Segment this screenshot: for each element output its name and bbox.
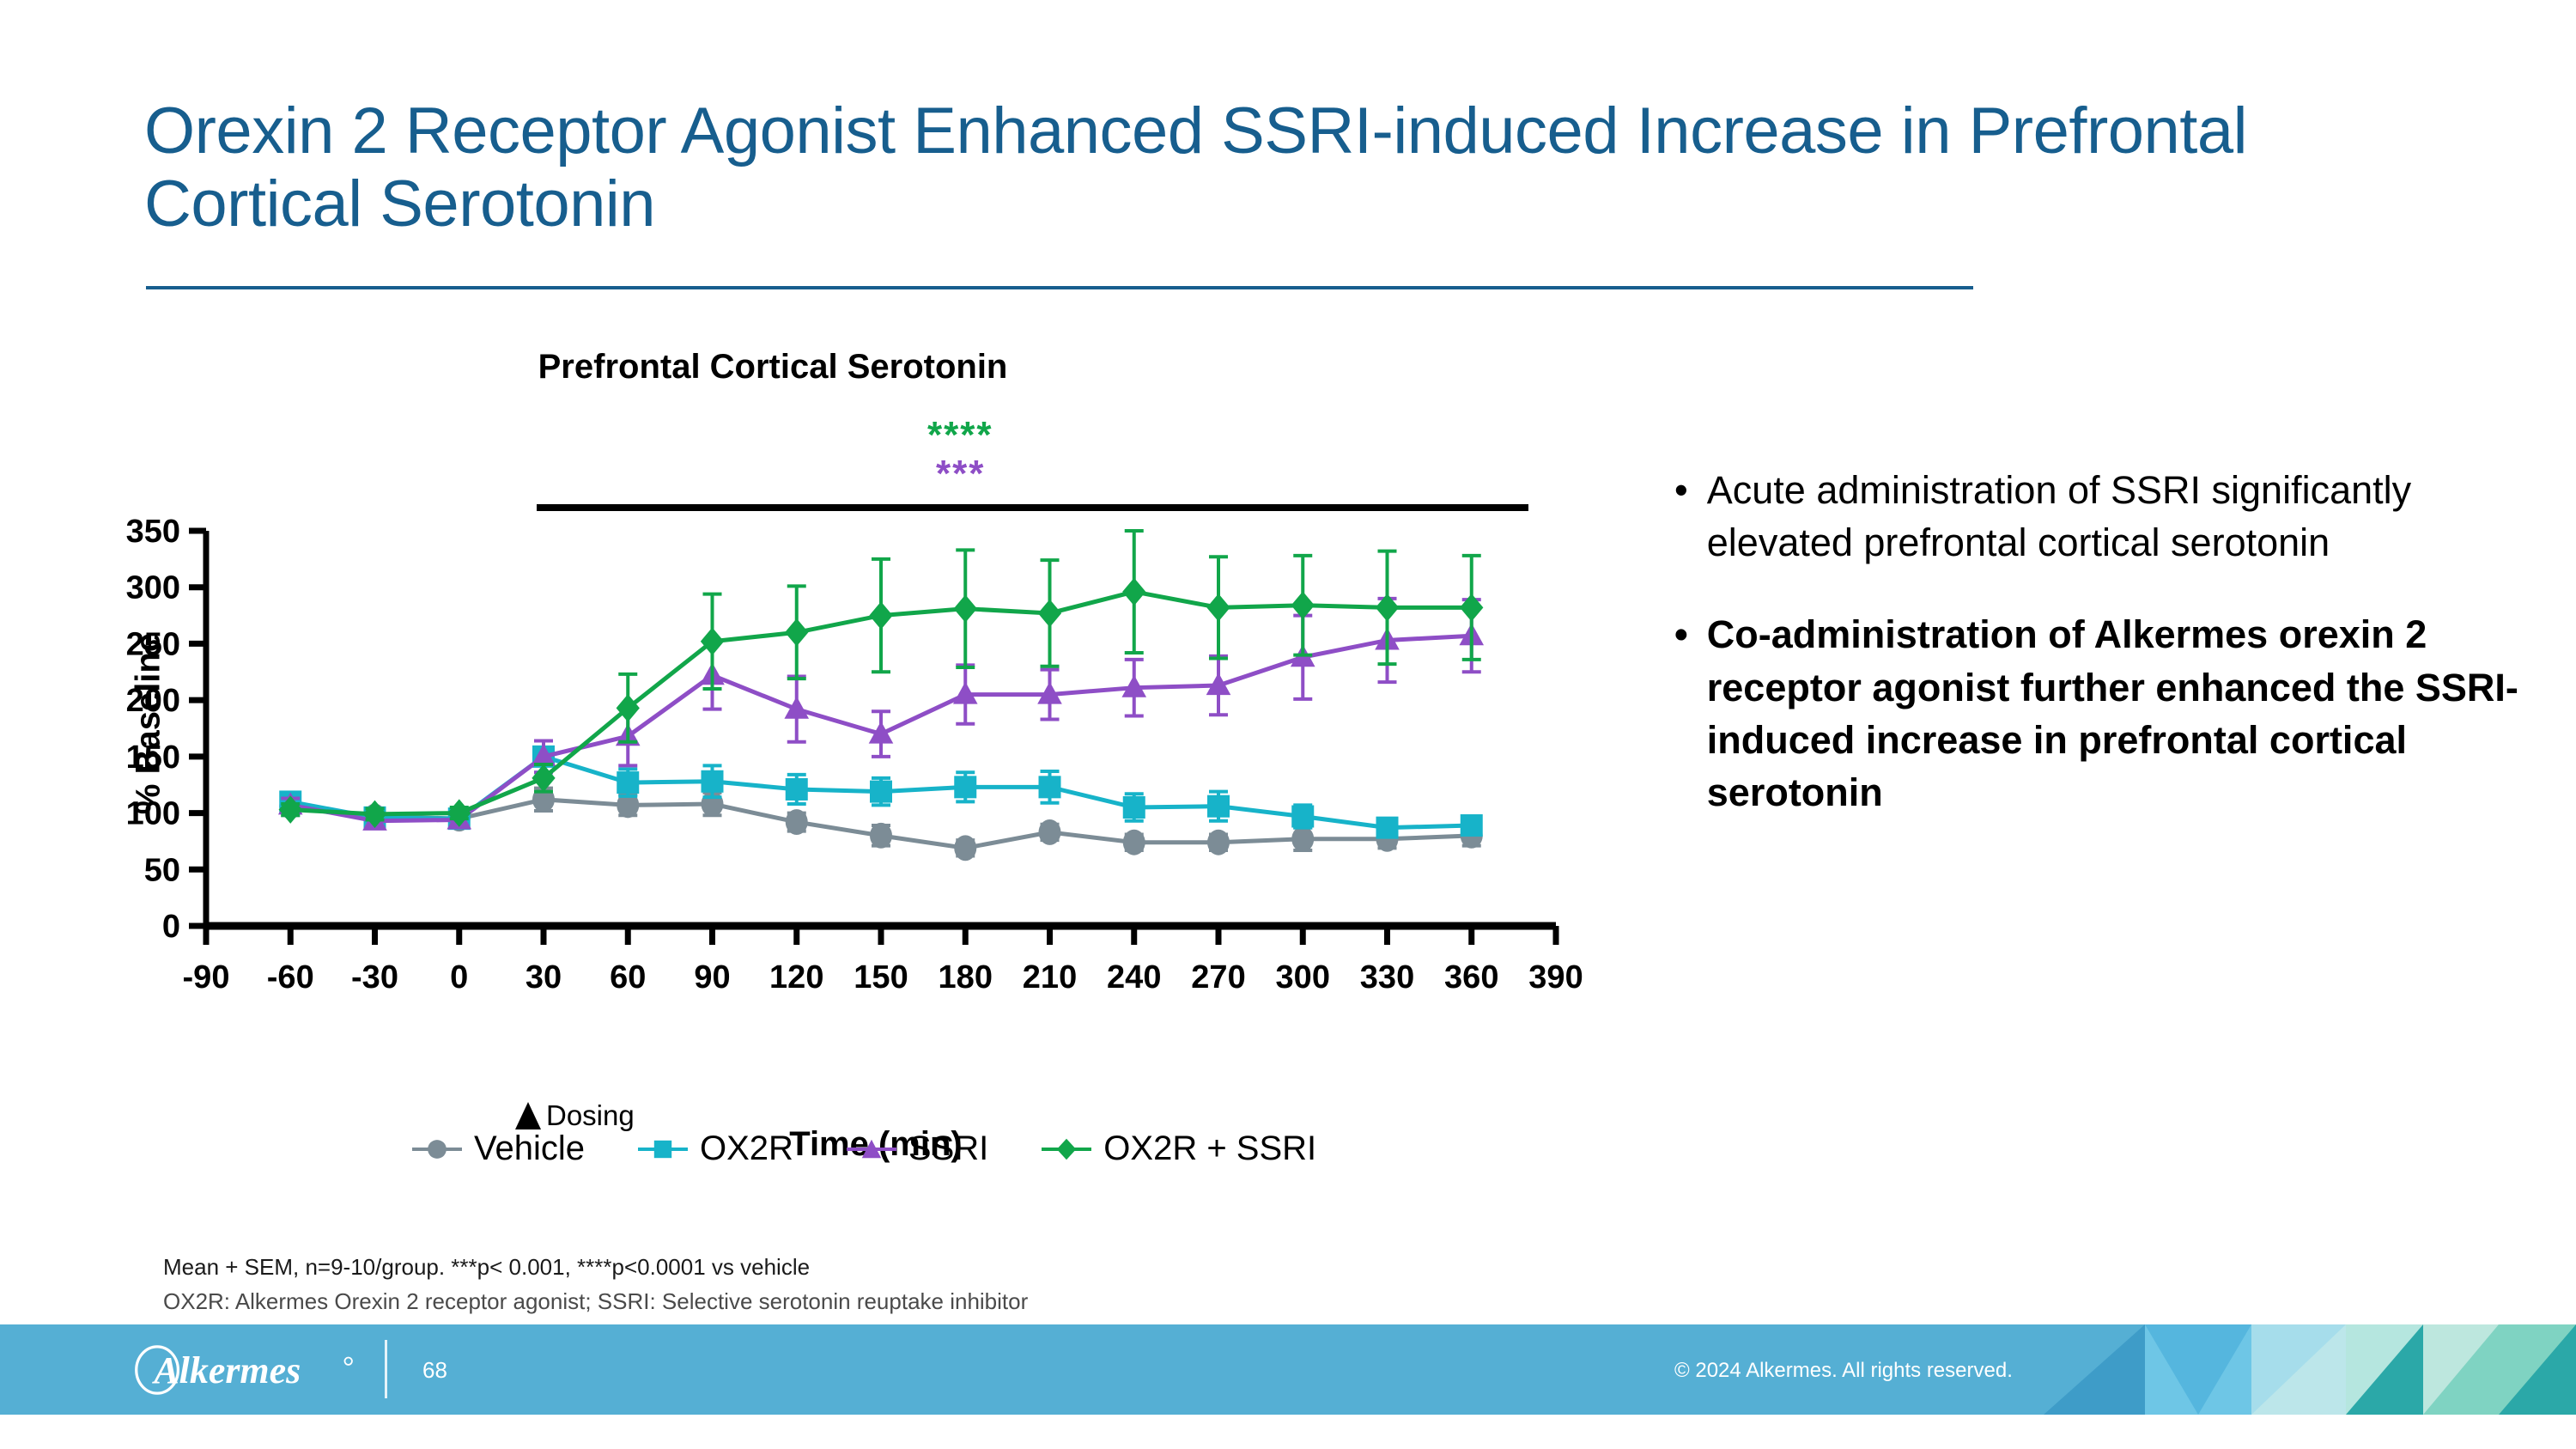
- bullet-dot-icon: •: [1674, 468, 1688, 512]
- series-ox2r: [279, 739, 1483, 839]
- significance-bracket-bar: [537, 504, 1528, 511]
- dosing-label: Dosing: [546, 1099, 635, 1131]
- chart-legend: Vehicle OX2R SSRI OX2R + SSRI: [412, 1129, 1316, 1168]
- svg-text:-60: -60: [267, 959, 314, 995]
- svg-text:300: 300: [126, 570, 180, 606]
- legend-entry-ox2r-ssri[interactable]: OX2R + SSRI: [1042, 1129, 1316, 1168]
- svg-text:0: 0: [162, 909, 180, 945]
- key-point-1: • Acute administration of SSRI significan…: [1674, 464, 2533, 569]
- svg-text:200: 200: [126, 683, 180, 719]
- legend-label: OX2R: [699, 1129, 793, 1167]
- svg-text:390: 390: [1528, 959, 1583, 995]
- legend-entry-vehicle[interactable]: Vehicle: [412, 1129, 585, 1168]
- square-marker-icon: [637, 1140, 688, 1158]
- svg-text:Alkermes: Alkermes: [151, 1349, 301, 1391]
- significance-stars-green: ****: [927, 414, 993, 456]
- svg-text:250: 250: [126, 626, 180, 662]
- svg-text:150: 150: [854, 959, 908, 995]
- chart-title: Prefrontal Cortical Serotonin: [538, 348, 1008, 386]
- key-point-2: • Co-administration of Alkermes orexin 2 …: [1674, 608, 2533, 819]
- key-point-text: Acute administration of SSRI significant…: [1706, 468, 2412, 565]
- svg-text:180: 180: [939, 959, 993, 995]
- legend-label: OX2R + SSRI: [1103, 1129, 1317, 1167]
- diamond-marker-icon: [1042, 1138, 1092, 1160]
- footnote-stats: Mean + SEM, n=9-10/group. ***p< 0.001, *…: [163, 1254, 811, 1280]
- legend-entry-ox2r[interactable]: OX2R: [637, 1129, 793, 1168]
- svg-text:150: 150: [126, 740, 180, 776]
- footnotes: Mean + SEM, n=9-10/group. ***p< 0.001, *…: [163, 1250, 1537, 1319]
- svg-text:30: 30: [526, 959, 562, 995]
- svg-text:0: 0: [450, 959, 468, 995]
- footer-copyright: © 2024 Alkermes. All rights reserved.: [1674, 1359, 2013, 1382]
- svg-text:330: 330: [1360, 959, 1414, 995]
- svg-text:350: 350: [126, 515, 180, 550]
- svg-text:240: 240: [1107, 959, 1161, 995]
- key-points-list: • Acute administration of SSRI significan…: [1674, 464, 2533, 858]
- circle-marker-icon: [412, 1139, 462, 1159]
- plot-area: 0 50 100 150 200 250 300 350 -90 -60 -30 0 30 60 90 120…: [126, 515, 1583, 995]
- svg-text:-90: -90: [183, 959, 230, 995]
- footnote-abbreviations: OX2R: Alkermes Orexin 2 receptor agonist…: [163, 1288, 1029, 1315]
- title-underline-rule: [146, 286, 1973, 289]
- svg-text:50: 50: [144, 852, 180, 888]
- svg-text:90: 90: [694, 959, 730, 995]
- bullet-dot-icon: •: [1674, 612, 1688, 657]
- svg-text:360: 360: [1444, 959, 1498, 995]
- legend-label: SSRI: [908, 1129, 989, 1167]
- svg-text:-30: -30: [351, 959, 398, 995]
- svg-text:100: 100: [126, 796, 180, 832]
- dosing-marker: Dosing: [515, 1099, 635, 1132]
- triangle-marker-icon: [846, 1139, 896, 1158]
- footer-divider: [385, 1340, 387, 1398]
- significance-stars-purple: ***: [936, 453, 986, 495]
- key-point-text: Co-administration of Alkermes orexin 2 r…: [1706, 612, 2518, 814]
- svg-text:210: 210: [1023, 959, 1077, 995]
- svg-text:300: 300: [1276, 959, 1330, 995]
- svg-text:120: 120: [769, 959, 823, 995]
- legend-label: Vehicle: [474, 1129, 585, 1167]
- legend-entry-ssri[interactable]: SSRI: [846, 1129, 989, 1168]
- svg-text:60: 60: [610, 959, 646, 995]
- series-ox2r-ssri: [278, 529, 1484, 829]
- chart-panel: Prefrontal Cortical Serotonin **** *** %…: [86, 335, 1597, 1220]
- footer-page-number: 68: [422, 1357, 447, 1383]
- svg-text:270: 270: [1191, 959, 1245, 995]
- dosing-triangle-icon: [515, 1102, 541, 1129]
- footer-decorative-triangles: [2044, 1324, 2576, 1415]
- page-title: Orexin 2 Receptor Agonist Enhanced SSRI-…: [144, 94, 2248, 241]
- alkermes-logo: Alkermes: [135, 1345, 353, 1395]
- slide-footer: Alkermes 68 © 2024 Alkermes. All rights …: [0, 1324, 2576, 1415]
